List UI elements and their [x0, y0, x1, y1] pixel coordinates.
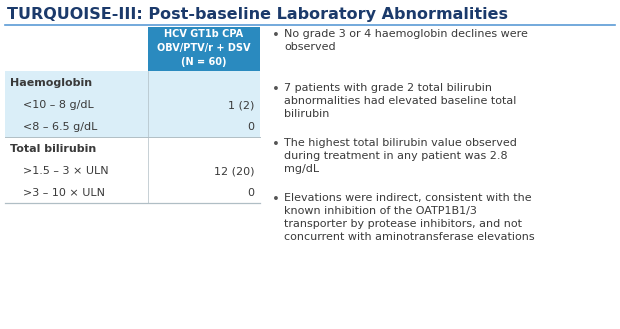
- Text: <10 – 8 g/dL: <10 – 8 g/dL: [23, 100, 94, 111]
- Text: >3 – 10 × ULN: >3 – 10 × ULN: [23, 188, 105, 197]
- Text: •: •: [272, 193, 280, 206]
- Bar: [5, 95, 260, 116]
- Text: •: •: [272, 138, 280, 151]
- Text: 7 patients with grade 2 total bilirubin
abnormalities had elevated baseline tota: 7 patients with grade 2 total bilirubin …: [284, 83, 516, 119]
- Text: <8 – 6.5 g/dL: <8 – 6.5 g/dL: [23, 121, 97, 132]
- Text: 0: 0: [247, 188, 254, 197]
- Text: Elevations were indirect, consistent with the
known inhibition of the OATP1B1/3
: Elevations were indirect, consistent wit…: [284, 193, 534, 242]
- Bar: [148, 27, 260, 71]
- Text: TURQUOISE-III: Post-baseline Laboratory Abnormalities: TURQUOISE-III: Post-baseline Laboratory …: [7, 7, 508, 22]
- Bar: [5, 116, 260, 137]
- Text: •: •: [272, 29, 280, 42]
- Text: 0: 0: [247, 121, 254, 132]
- Text: HCV GT1b CPA
OBV/PTV/r + DSV
(N = 60): HCV GT1b CPA OBV/PTV/r + DSV (N = 60): [157, 29, 250, 66]
- Text: No grade 3 or 4 haemoglobin declines were
observed: No grade 3 or 4 haemoglobin declines wer…: [284, 29, 528, 52]
- Text: 12 (20): 12 (20): [213, 166, 254, 176]
- Text: Haemoglobin: Haemoglobin: [10, 78, 92, 88]
- Text: The highest total bilirubin value observed
during treatment in any patient was 2: The highest total bilirubin value observ…: [284, 138, 517, 174]
- Bar: [5, 71, 260, 95]
- Text: Total bilirubin: Total bilirubin: [10, 144, 96, 154]
- Bar: [5, 161, 260, 182]
- Text: 1 (2): 1 (2): [228, 100, 254, 111]
- Bar: [5, 182, 260, 203]
- Bar: [5, 137, 260, 161]
- Text: •: •: [272, 83, 280, 96]
- Text: >1.5 – 3 × ULN: >1.5 – 3 × ULN: [23, 166, 108, 176]
